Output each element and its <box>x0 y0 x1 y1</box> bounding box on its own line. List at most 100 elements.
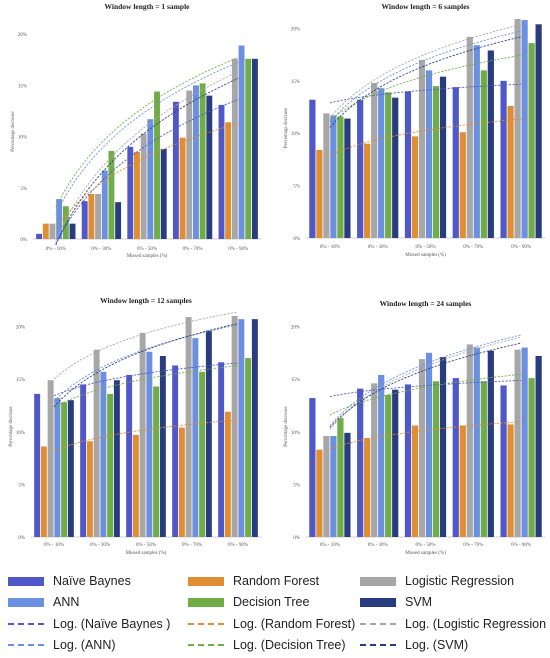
x-tick-label: 0% - 10% <box>320 245 340 250</box>
bar-logistic-regression <box>323 435 330 537</box>
x-axis-label: Missed samples (%) <box>127 254 168 259</box>
chart-title: Window length = 6 samples <box>382 2 470 11</box>
trendline-ann <box>55 61 239 215</box>
bar-svm <box>439 76 447 239</box>
bar-logistic-regression <box>93 349 100 537</box>
legend-label-log-svm: Log. (SVM) <box>405 638 469 652</box>
bar-random-forest <box>134 151 140 239</box>
y-axis-label: Percentage decrease <box>284 107 289 148</box>
trendline-ann <box>329 334 522 427</box>
bar-random-forest <box>507 424 514 537</box>
legend-label-log-decision-tree: Log. (Decision Tree) <box>233 638 346 652</box>
trendline-ann <box>53 324 239 402</box>
charts-area: Window length = 1 sample 0% 5% 10% 15% 20% Per… <box>9 2 545 556</box>
bar-ann <box>193 85 199 239</box>
bar-decision-tree <box>107 393 114 537</box>
legend-item-ann: ANN <box>8 592 79 612</box>
bar-ann <box>521 347 528 537</box>
y-tick-label: 20% <box>291 27 300 32</box>
bar-decision-tree <box>528 43 535 239</box>
bar-random-forest <box>411 136 419 238</box>
legend-line-log-decision-tree <box>188 644 224 646</box>
bar-logistic-regression <box>514 19 521 238</box>
y-tick-label: 0% <box>18 536 25 541</box>
bar-logistic-regression <box>49 223 56 239</box>
bar-ann <box>330 435 337 537</box>
legend-swatch-random-forest <box>188 576 224 586</box>
trendline-random-forest <box>329 118 522 156</box>
trendline-naive-baynes <box>55 99 239 244</box>
bar-decision-tree <box>108 150 115 239</box>
bar-svm <box>344 118 351 238</box>
bar-decision-tree <box>61 402 68 537</box>
bar-decision-tree <box>199 371 206 537</box>
bar-logistic-regression <box>47 380 54 537</box>
bar-logistic-regression <box>371 82 378 238</box>
bar-decision-tree <box>337 116 344 238</box>
x-tick-label: 0% - 70% <box>182 543 202 548</box>
x-tick-label: 0% - 70% <box>463 245 483 250</box>
bar-random-forest <box>459 132 466 238</box>
y-tick-label: 5% <box>18 483 25 488</box>
bar-decision-tree <box>245 358 252 537</box>
bar-ann <box>238 319 245 537</box>
bar-decision-tree <box>528 378 535 537</box>
bar-logistic-regression <box>185 317 192 537</box>
bar-random-forest <box>364 143 371 238</box>
bar-naive-baynes <box>309 398 316 537</box>
legend-label-log-logistic-regression: Log. (Logistic Regression ) <box>405 617 550 631</box>
bar-random-forest <box>178 427 185 537</box>
trendline-logistic-regression <box>53 311 239 380</box>
y-tick-label: 20% <box>18 33 27 38</box>
bar-svm <box>67 400 74 537</box>
bar-logistic-regression <box>514 349 521 537</box>
bar-decision-tree <box>154 91 160 239</box>
legend-item-logistic-regression: Logistic Regression <box>360 571 514 591</box>
y-tick-label: 15% <box>16 378 25 383</box>
x-tick-label: 0% - 70% <box>463 543 483 548</box>
bar-naive-baynes <box>218 362 225 537</box>
bar-svm <box>113 380 120 537</box>
bar-logistic-regression <box>323 113 330 238</box>
bar-random-forest <box>42 223 49 239</box>
bar-ann <box>192 338 199 537</box>
bar-svm <box>392 389 399 537</box>
bar-random-forest <box>459 425 466 537</box>
bar-naive-baynes <box>404 91 412 238</box>
trendline-decision-tree <box>329 373 522 416</box>
bar-logistic-regression <box>95 193 101 239</box>
bar-ann <box>100 371 107 537</box>
legend-item-naive-bayes: Naïve Baynes <box>8 571 131 591</box>
y-tick-label: 5% <box>20 187 27 192</box>
x-axis-label: Missed samples (%) <box>126 551 167 556</box>
bar-ann <box>101 170 108 239</box>
y-tick-label: 5% <box>293 483 300 488</box>
bar-decision-tree <box>432 86 440 238</box>
bar-logistic-regression <box>186 90 193 239</box>
bar-ann <box>146 351 153 537</box>
legend-swatch-logistic-regression <box>360 576 396 586</box>
chart-panel-1: Window length = 1 sample 0% 5% 10% 15% 20% Per… <box>11 2 261 259</box>
y-tick-label: 15% <box>291 378 300 383</box>
x-tick-label: 0% - 10% <box>46 247 66 252</box>
bar-decision-tree <box>199 83 206 239</box>
y-axis-label: Percentage decrease <box>284 406 289 447</box>
bar-decision-tree <box>385 394 392 537</box>
legend-label-random-forest: Random Forest <box>233 574 320 588</box>
legend-label-naive-bayes: Naïve Baynes <box>53 574 131 588</box>
x-tick-label: 0% - 50% <box>416 245 436 250</box>
bar-naive-baynes <box>357 99 364 238</box>
x-tick-label: 0% - 70% <box>183 247 203 252</box>
bar-logistic-regression <box>231 316 238 537</box>
x-tick-label: 0% - 10% <box>44 543 64 548</box>
bar-svm <box>206 95 213 240</box>
bar-random-forest <box>86 441 93 537</box>
bar-naive-baynes <box>452 87 459 239</box>
x-tick-label: 0% - 30% <box>368 543 388 548</box>
legend-swatch-naive-bayes <box>8 576 44 586</box>
bar-decision-tree <box>62 206 69 239</box>
x-axis-label: Missed samples (%) <box>405 253 446 258</box>
bar-svm <box>251 58 258 239</box>
bar-ann <box>473 45 480 238</box>
legend-line-log-svm <box>360 644 396 646</box>
